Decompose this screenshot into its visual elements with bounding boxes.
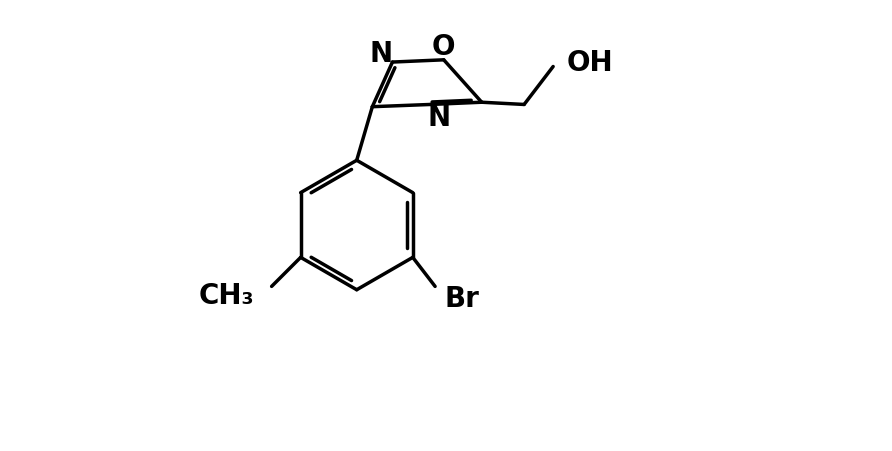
Text: OH: OH xyxy=(566,49,613,77)
Text: N: N xyxy=(369,40,392,68)
Text: CH₃: CH₃ xyxy=(198,282,253,310)
Text: O: O xyxy=(432,33,456,61)
Text: Br: Br xyxy=(444,284,479,312)
Text: N: N xyxy=(428,104,450,132)
